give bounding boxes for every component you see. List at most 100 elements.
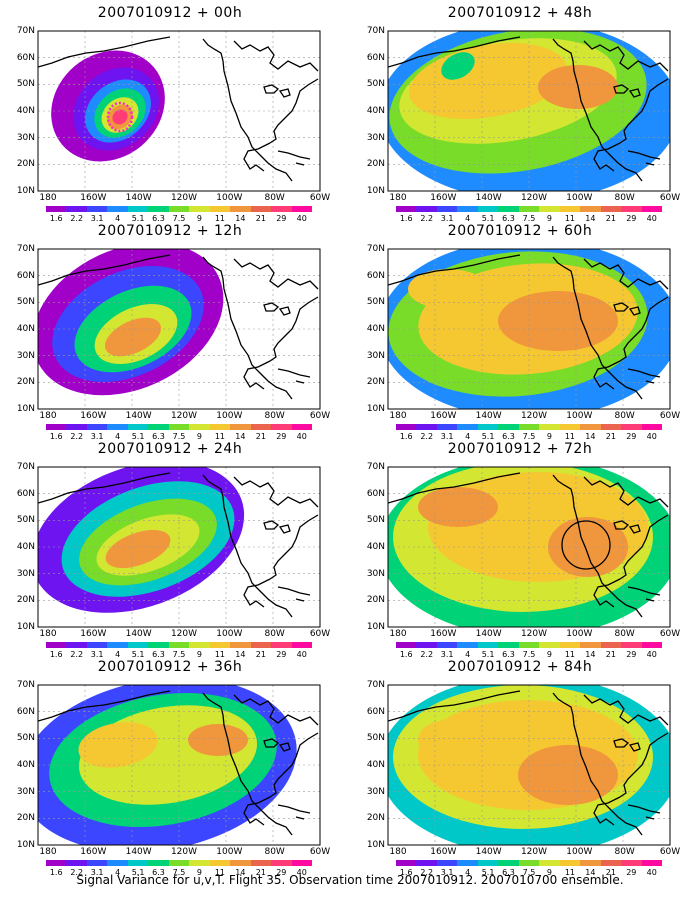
colorbar-cell [580, 642, 602, 648]
longitude-label: 60W [659, 847, 681, 857]
latitude-label: 70N [366, 680, 385, 690]
colorbar-label: 5.1 [481, 650, 495, 659]
latitude-label: 40N [16, 106, 35, 116]
latitude-label: 40N [16, 542, 35, 552]
colorbar-cell [416, 424, 438, 430]
colorbar-label: 14 [235, 868, 246, 877]
colorbar-cell [396, 860, 417, 866]
colorbar-label: 4 [465, 432, 471, 441]
longitude-label: 60W [309, 411, 331, 421]
colorbar-label: 21 [605, 650, 616, 659]
colorbar-cell [518, 424, 540, 430]
latitude-label: 20N [366, 595, 385, 606]
coastline [552, 474, 643, 618]
colorbar-cell [477, 642, 499, 648]
longitude-label: 80W [264, 629, 285, 639]
longitude-label: 120W [520, 629, 548, 639]
colorbar-cell [580, 860, 602, 866]
colorbar-label: 21 [605, 868, 616, 877]
latitude-label: 70N [366, 244, 385, 254]
map-frame [387, 684, 671, 846]
coastline [552, 38, 643, 182]
colorbar-cell [271, 206, 293, 212]
colorbar-label: 7.5 [172, 432, 186, 441]
coastline [233, 476, 319, 508]
longitude-label: 60W [309, 193, 331, 203]
colorbar-label: 3.1 [440, 214, 454, 223]
longitude-label: 140W [125, 193, 152, 203]
longitude-label: 140W [125, 411, 152, 421]
longitude-label: 120W [520, 411, 548, 421]
coastline [38, 690, 171, 722]
latitude-label: 30N [16, 350, 35, 361]
colorbar-label: 21 [255, 432, 266, 441]
colorbar-cell [518, 860, 540, 866]
colorbar-cell [641, 642, 663, 648]
colorbar-cell [621, 642, 643, 648]
longitude-label: 180 [39, 629, 57, 639]
longitude-label: 80W [264, 847, 285, 857]
colorbar-label: 1.6 [49, 868, 63, 877]
latitude-label: 40N [366, 542, 385, 552]
colorbar-label: 11 [214, 650, 226, 659]
colorbar-label: 7.5 [522, 432, 536, 441]
colorbar-label: 7.5 [172, 650, 186, 659]
longitude-label: 80W [614, 847, 635, 857]
latitude-label: 30N [16, 132, 35, 143]
colorbar-cell [457, 424, 479, 430]
longitude-label: 160W [80, 411, 107, 421]
colorbar-label: 40 [296, 214, 307, 223]
colorbar-label: 40 [646, 214, 657, 223]
latitude-label: 50N [16, 515, 35, 526]
colorbar-cell [46, 860, 67, 866]
coastline [277, 368, 311, 384]
colorbar-cell [189, 206, 211, 212]
longitude-label: 120W [170, 629, 198, 639]
colorbar-cell [477, 860, 499, 866]
coastline [388, 472, 521, 504]
coastline [619, 296, 669, 362]
colorbar-cell [477, 424, 499, 430]
coastline [269, 296, 319, 362]
coastline [388, 690, 521, 722]
variance-field [38, 467, 245, 613]
colorbar-cell [641, 424, 663, 430]
longitude-label: 180 [39, 411, 57, 421]
colorbar-cell [148, 424, 170, 430]
colorbar-label: 2.2 [70, 432, 84, 441]
colorbar-label: 14 [235, 650, 246, 659]
latitude-label: 60N [366, 52, 385, 63]
colorbar-label: 29 [276, 432, 287, 441]
colorbar-label: 6.3 [152, 214, 165, 223]
colorbar-label: 4 [115, 650, 121, 659]
coastline [243, 578, 271, 608]
colorbar-cell [600, 206, 622, 212]
latitude-label: 60N [16, 52, 35, 63]
coastline [627, 368, 661, 384]
colorbar-label: 1.6 [399, 868, 413, 877]
coastline [388, 254, 521, 286]
colorbar-cell [600, 860, 622, 866]
latitude-label: 20N [366, 159, 385, 170]
colorbar-label: 1.6 [49, 214, 63, 223]
longitude-label: 80W [264, 411, 285, 421]
variance-contour [112, 109, 128, 125]
forecast-panel: 2007010912 + 36h 70N 60N 50N 40N 30N 20N 10N 180… [0, 659, 340, 877]
colorbar-label: 5.1 [481, 432, 495, 441]
latitude-label: 40N [16, 324, 35, 334]
longitude-label: 180 [389, 193, 407, 203]
coastline [593, 360, 621, 390]
forecast-panel: 2007010912 + 48h 70N 60N 50N 40N 30N 20N 10N 180… [350, 5, 690, 223]
colorbar-cell [600, 642, 622, 648]
map-frame [37, 30, 321, 192]
colorbar-cell [86, 206, 108, 212]
colorbar-cell [291, 860, 313, 866]
colorbar-cell [580, 206, 602, 212]
coastline [263, 302, 291, 316]
colorbar-cell [107, 860, 129, 866]
latitude-label: 10N [366, 404, 385, 414]
variance-contour [78, 722, 158, 768]
longitude-label: 140W [125, 847, 152, 857]
coastline [627, 804, 661, 820]
colorbar-label: 2.2 [420, 650, 434, 659]
